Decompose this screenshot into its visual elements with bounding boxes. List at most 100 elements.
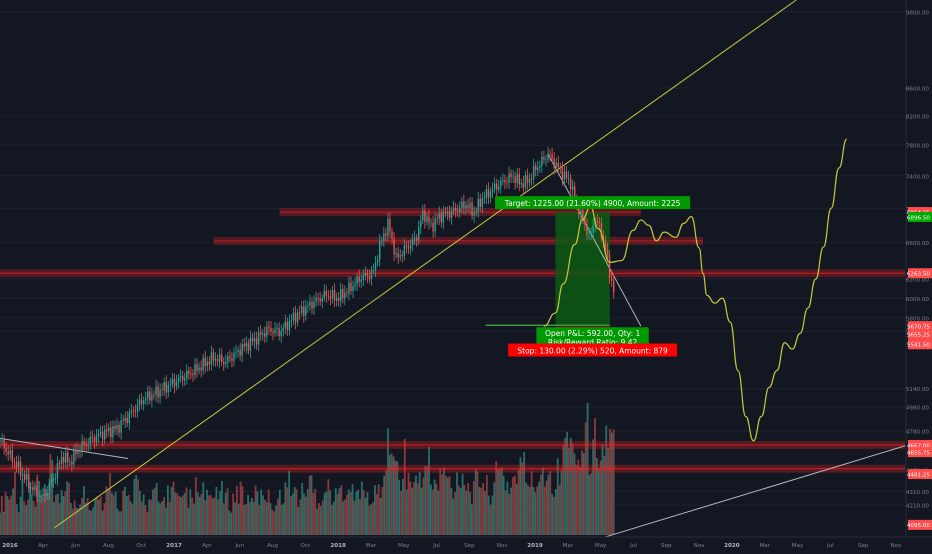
volume-bar <box>301 482 304 535</box>
price-series <box>0 146 615 503</box>
price-axis[interactable]: 9800.008600.008200.007800.007400.007000.… <box>905 0 932 550</box>
candle-down <box>157 386 159 398</box>
volume-bar <box>86 498 89 535</box>
candle-down <box>268 326 270 328</box>
volume-bar <box>176 493 179 535</box>
volume-bar <box>411 487 414 535</box>
volume-bar <box>267 489 270 535</box>
candle-up <box>214 359 217 361</box>
candle-down <box>229 356 231 359</box>
candle-down <box>448 212 451 218</box>
candle-down <box>190 373 192 375</box>
time-axis[interactable]: 2016 Apr Jun Aug Oct 2017 Apr Jun Aug Oct 2018 Mar M… <box>0 536 932 550</box>
volume-bar <box>500 467 503 535</box>
time-tick-label: May <box>595 543 607 549</box>
candle-up <box>473 212 475 216</box>
projection-path[interactable] <box>543 138 848 442</box>
long-trendline[interactable] <box>54 0 797 529</box>
trend-lines[interactable] <box>0 0 906 539</box>
candle-down <box>85 445 87 447</box>
price-label-bg <box>908 339 932 350</box>
candle-up <box>413 237 416 240</box>
volume-bar <box>23 501 26 535</box>
price-label[interactable]: 5655.25 <box>907 333 931 339</box>
time-tick-label: Oct <box>136 543 146 549</box>
candle-down <box>298 312 301 314</box>
price-label[interactable]: 6263.50 <box>907 272 931 278</box>
price-label[interactable]: 6896.50 <box>907 215 931 221</box>
volume-bar <box>185 487 188 535</box>
candle-down <box>495 183 498 190</box>
early-downtrend[interactable] <box>0 437 129 459</box>
volume-bar <box>534 492 537 535</box>
volume-bar <box>508 493 511 535</box>
volume-bar <box>554 488 557 535</box>
volume-bar <box>457 485 460 535</box>
candle-up <box>179 376 182 378</box>
candle-up <box>323 290 325 299</box>
candle-up <box>465 205 467 209</box>
volume-bar <box>161 501 164 535</box>
volume-bar <box>325 491 328 535</box>
candle-up <box>103 429 106 440</box>
volume-bar <box>416 483 419 535</box>
candle-up <box>130 410 133 413</box>
volume-bar <box>480 487 483 535</box>
volume-bar <box>174 492 177 535</box>
volume-bar <box>96 496 98 535</box>
volume-bar <box>605 425 608 535</box>
candle-up <box>348 282 350 294</box>
volume-bar <box>157 501 160 535</box>
volume-bar <box>456 472 458 535</box>
candle-down <box>126 417 128 423</box>
volume-bar <box>599 460 602 535</box>
candle-up <box>354 284 356 287</box>
volume-bar <box>269 503 272 535</box>
candle-up <box>97 433 100 437</box>
volume-bar <box>290 496 292 535</box>
candle-down <box>5 447 7 452</box>
volume-bar <box>603 455 606 535</box>
price-label[interactable]: 4481.25 <box>907 472 931 478</box>
candle-down <box>600 223 603 237</box>
volume-bar <box>196 492 199 535</box>
volume-bar <box>112 495 115 535</box>
downtrend-line[interactable] <box>547 153 642 327</box>
volume-bar <box>360 481 363 535</box>
price-tick-label: 4980.00 <box>906 406 930 412</box>
volume-bar <box>303 493 305 535</box>
volume-bar <box>357 489 360 535</box>
volume-bar <box>424 466 427 535</box>
time-tick-label: Mar <box>563 543 574 549</box>
price-label[interactable]: 5670.75 <box>907 324 931 330</box>
price-label[interactable]: 5541.50 <box>907 343 931 349</box>
price-label[interactable]: 4095.00 <box>907 523 931 529</box>
candle-up <box>147 391 149 399</box>
projection-curve[interactable] <box>543 138 848 442</box>
volume-bar <box>564 438 567 535</box>
volume-bar <box>215 487 218 535</box>
candle-down <box>196 364 198 371</box>
volume-bar <box>265 502 268 535</box>
candle-down <box>559 166 562 169</box>
candle-up <box>288 320 291 330</box>
price-label[interactable]: 4655.75 <box>907 450 931 456</box>
volume-bar <box>478 487 481 535</box>
volume-bar <box>431 489 434 535</box>
volume-bar <box>355 491 358 535</box>
candle-down <box>329 296 332 299</box>
price-label[interactable]: 4667.00 <box>907 443 931 449</box>
price-tick-label: 4780.00 <box>906 429 930 435</box>
volume-bar <box>79 504 82 535</box>
candle-down <box>602 236 605 241</box>
volume-bar <box>94 498 97 535</box>
volume-bar <box>168 501 171 535</box>
candle-up <box>276 328 278 330</box>
volume-bar <box>114 491 117 535</box>
price-label-bg <box>908 268 932 279</box>
lower-trendline[interactable] <box>601 445 906 539</box>
volume-bar <box>582 453 585 535</box>
candle-up <box>245 343 247 347</box>
